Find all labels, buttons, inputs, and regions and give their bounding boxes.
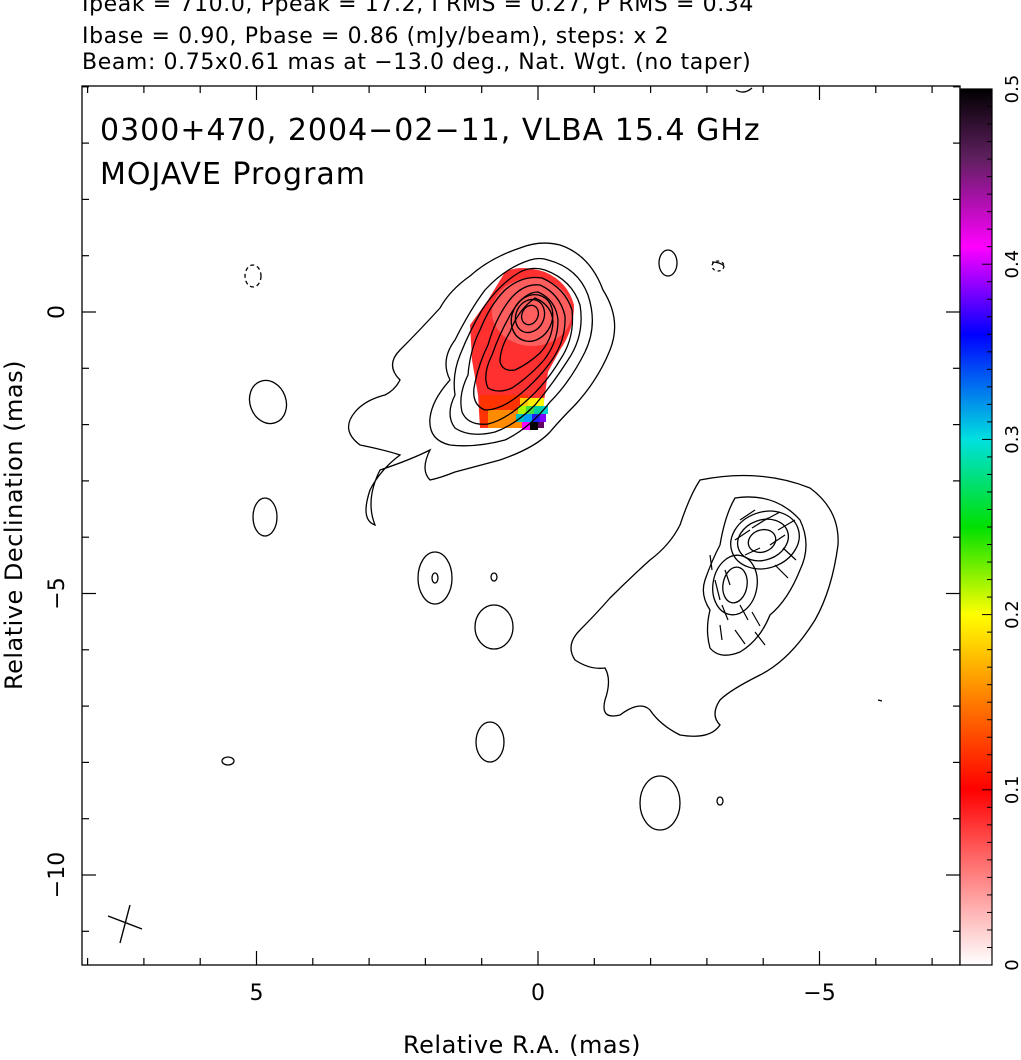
polarization-vectors bbox=[709, 509, 797, 646]
x-axis-label: Relative R.A. (mas) bbox=[403, 1031, 641, 1059]
colorbar-tick-label: 0.3 bbox=[1002, 425, 1021, 454]
header-line-peaks: Ipeak = 710.0, Ppeak = 17.2, I RMS = 0.2… bbox=[82, 0, 754, 17]
beam-cross bbox=[107, 904, 143, 944]
y-tick-label: 0 bbox=[45, 305, 70, 319]
x-tick-label: 5 bbox=[250, 981, 264, 1006]
colorbar-ticks bbox=[982, 88, 992, 966]
header-line-base-levels: Ibase = 0.90, Pbase = 0.86 (mJy/beam), s… bbox=[82, 24, 670, 49]
plot-frame bbox=[81, 85, 961, 966]
x-tick-label: 0 bbox=[531, 981, 545, 1006]
isolated-contours bbox=[221, 87, 883, 831]
y-tick-label: −10 bbox=[45, 852, 70, 898]
core-contours bbox=[348, 242, 616, 527]
colorbar-tick-label: 0 bbox=[1002, 959, 1021, 970]
x-tick-label: −5 bbox=[803, 981, 835, 1006]
x-tick-labels: 5 0 −5 bbox=[250, 981, 836, 1006]
colorbar bbox=[959, 88, 993, 966]
plot-title-source: 0300+470, 2004−02−11, VLBA 15.4 GHz bbox=[100, 113, 761, 148]
y-axis-label: Relative Declination (mas) bbox=[0, 360, 28, 690]
colorbar-tick-label: 0.4 bbox=[1002, 250, 1021, 279]
colorbar-tick-label: 0.5 bbox=[1002, 75, 1021, 104]
header-line-beam: Beam: 0.75x0.61 mas at −13.0 deg., Nat. … bbox=[82, 50, 752, 75]
colorbar-tick-labels: 0 0.1 0.2 0.3 0.4 0.5 bbox=[1002, 75, 1021, 971]
colorbar-tick-label: 0.1 bbox=[1002, 775, 1021, 804]
y-tick-label: −5 bbox=[45, 577, 70, 609]
y-tick-labels: 0 −5 −10 bbox=[45, 305, 70, 898]
jet-contours bbox=[570, 474, 839, 737]
colorbar-tick-label: 0.2 bbox=[1002, 600, 1021, 629]
axis-ticks bbox=[82, 86, 960, 965]
plot-title-program: MOJAVE Program bbox=[100, 157, 366, 192]
